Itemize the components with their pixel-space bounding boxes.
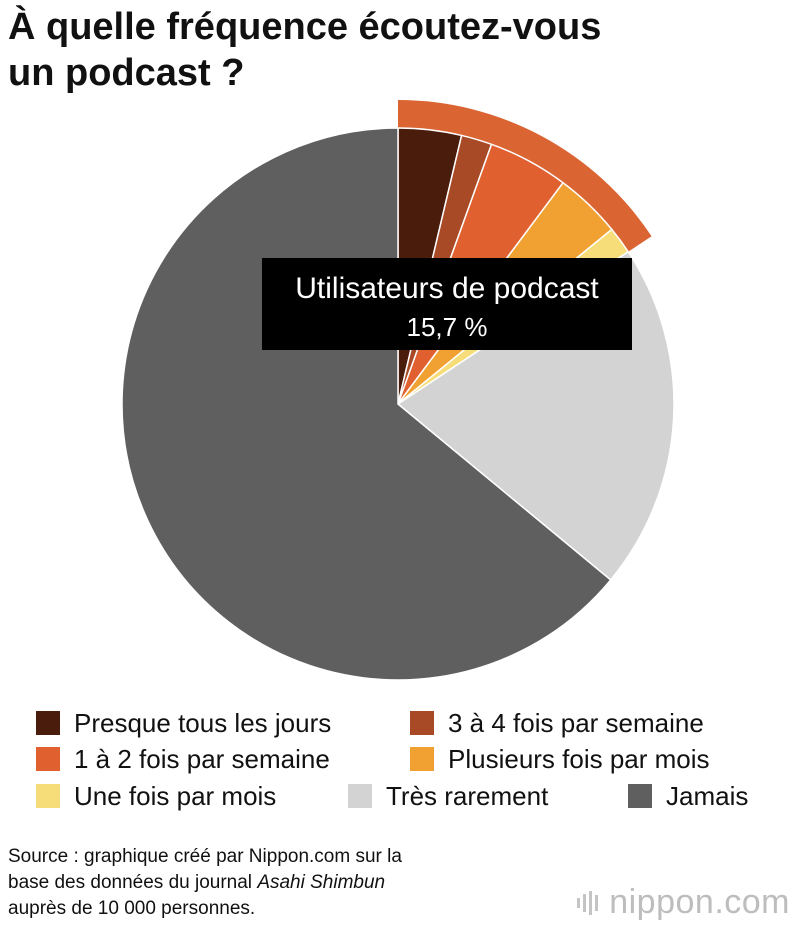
legend-item-une-fois-par-mois: Une fois par mois — [36, 781, 276, 811]
source-line-2-text: base des données du journal — [8, 872, 258, 893]
callout-label: Utilisateurs de podcast — [295, 272, 599, 305]
legend-label: Presque tous les jours — [74, 708, 332, 738]
chart-title-line-1: À quelle fréquence écoutez-vous — [8, 6, 602, 48]
legend-label: 3 à 4 fois par semaine — [448, 708, 704, 738]
chart-title: À quelle fréquence écoutez-vous un podca… — [8, 4, 768, 96]
legend-swatch — [36, 711, 60, 735]
legend-label: 1 à 2 fois par semaine — [74, 744, 330, 774]
legend-swatch — [410, 711, 434, 735]
legend-label: Jamais — [666, 781, 749, 811]
legend-item-presque-tous-les-jours: Presque tous les jours — [36, 708, 331, 738]
legend-item-tres-rarement: Très rarement — [348, 781, 548, 811]
legend-swatch — [36, 747, 60, 771]
source-line-3: auprès de 10 000 personnes. — [8, 898, 256, 919]
source-publication: Asahi Shimbun — [257, 872, 386, 893]
logo-bars-icon — [577, 890, 601, 915]
legend-label: Plusieurs fois par mois — [448, 744, 710, 774]
source-line-2: base des données du journal Asahi Shimbu… — [8, 870, 548, 896]
legend-label: Très rarement — [386, 781, 549, 811]
pie-slice-jamais — [121, 127, 612, 681]
legend-item-3-a-4-fois: 3 à 4 fois par semaine — [410, 708, 704, 738]
logo-text: nippon — [609, 883, 715, 921]
callout-box — [262, 258, 632, 350]
legend-swatch — [348, 784, 372, 808]
legend-swatch — [410, 747, 434, 771]
source-line-1: Source : graphique créé par Nippon.com s… — [8, 846, 402, 867]
legend-swatch — [36, 784, 60, 808]
chart-title-line-2: un podcast ? — [8, 52, 245, 94]
callout-value: 15,7 % — [407, 312, 488, 342]
legend-item-1-a-2-fois: 1 à 2 fois par semaine — [36, 744, 330, 774]
legend-label: Une fois par mois — [74, 781, 277, 811]
legend-item-jamais: Jamais — [628, 781, 748, 811]
logo-suffix: .com — [714, 883, 790, 921]
source-note: Source : graphique créé par Nippon.com s… — [8, 844, 548, 922]
legend-swatch — [628, 784, 652, 808]
podcast-users-callout: Utilisateurs de podcast 15,7 % — [262, 258, 632, 350]
nippon-logo: nippon .com — [577, 883, 790, 922]
pie-slices — [121, 127, 675, 681]
legend-item-plusieurs-fois-par-mois: Plusieurs fois par mois — [410, 744, 710, 774]
